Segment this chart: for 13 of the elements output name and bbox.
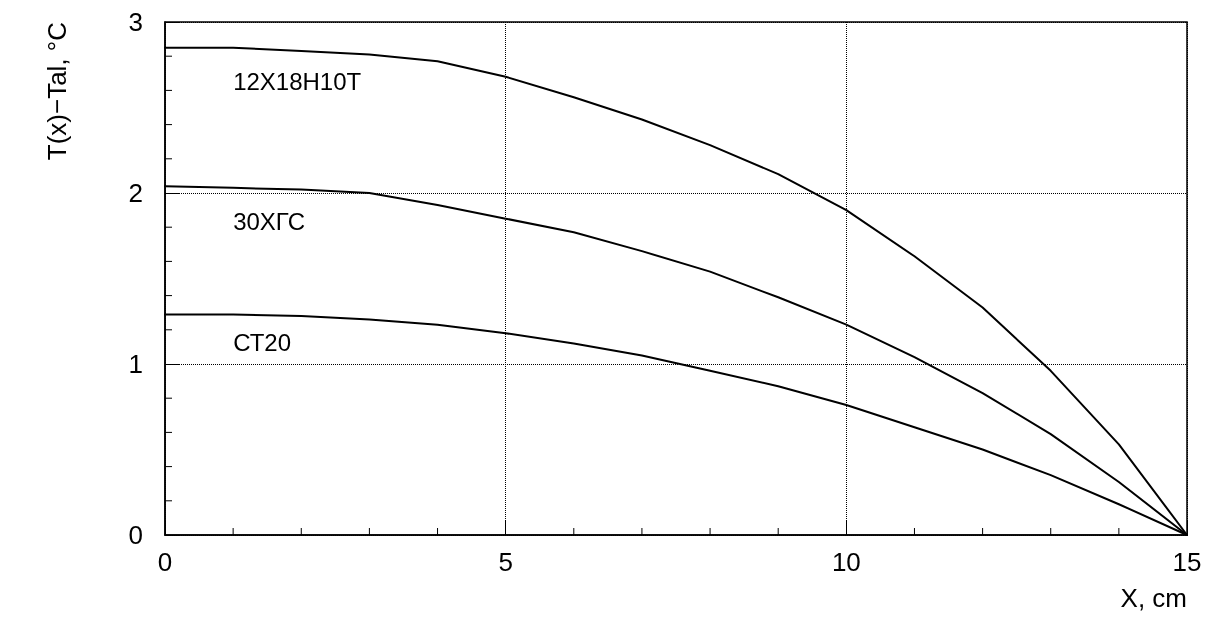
series-label: 30ХГС <box>233 208 306 236</box>
y-tick-label: 2 <box>128 178 143 208</box>
x-tick-label: 5 <box>498 547 513 577</box>
y-tick-label: 1 <box>128 349 143 379</box>
series-label: 12Х18Н10Т <box>233 68 362 96</box>
y-axis-title: T(x)−Tal, °C <box>42 22 72 161</box>
x-axis-title: X, cm <box>1120 583 1187 613</box>
x-tick-label: 0 <box>157 547 173 577</box>
y-tick-label: 3 <box>128 7 143 37</box>
x-tick-label: 15 <box>1172 547 1202 577</box>
x-tick-label: 10 <box>831 547 861 577</box>
series-label: СТ20 <box>233 328 292 356</box>
y-tick-label: 0 <box>128 520 143 550</box>
